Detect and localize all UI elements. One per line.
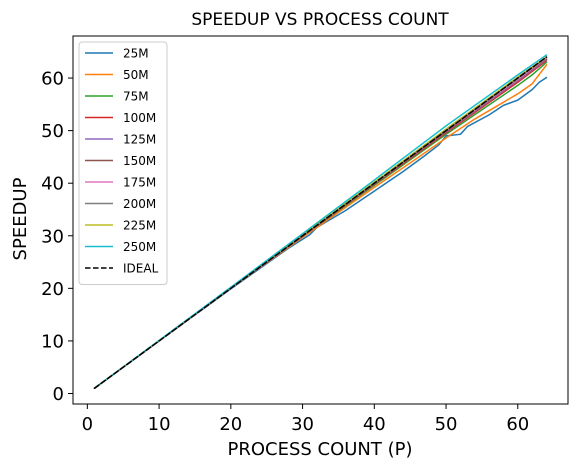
legend-label-25m: 25M [123, 47, 149, 61]
legend-label-150m: 150M [123, 154, 156, 168]
x-axis-label: PROCESS COUNT (P) [227, 439, 412, 460]
x-tick-label: 0 [82, 414, 93, 435]
y-tick-label: 20 [41, 279, 64, 300]
legend-label-75m: 75M [123, 90, 149, 104]
x-tick-label: 60 [506, 414, 529, 435]
legend-label-250m: 250M [123, 240, 156, 254]
legend-label-ideal: IDEAL [123, 262, 159, 276]
y-tick-label: 40 [41, 174, 64, 195]
legend-label-125m: 125M [123, 133, 156, 147]
x-tick-label: 10 [148, 414, 171, 435]
y-tick-label: 0 [53, 384, 64, 405]
x-tick-label: 50 [435, 414, 458, 435]
legend-label-175m: 175M [123, 176, 156, 190]
y-tick-label: 60 [41, 69, 64, 90]
y-tick-label: 10 [41, 331, 64, 352]
legend-label-225m: 225M [123, 219, 156, 233]
legend-label-100m: 100M [123, 111, 156, 125]
x-tick-label: 20 [219, 414, 242, 435]
x-tick-label: 30 [291, 414, 314, 435]
y-axis-label: SPEEDUP [10, 177, 31, 260]
legend-label-200m: 200M [123, 197, 156, 211]
y-tick-label: 30 [41, 226, 64, 247]
y-tick-label: 50 [41, 121, 64, 142]
legend-label-50m: 50M [123, 68, 149, 82]
x-tick-label: 40 [363, 414, 386, 435]
legend: 25M 50M 75M 100M 125M 150M 175M 200M 225M 250M IDE… [79, 42, 167, 285]
chart-title: SPEEDUP VS PROCESS COUNT [191, 10, 449, 30]
